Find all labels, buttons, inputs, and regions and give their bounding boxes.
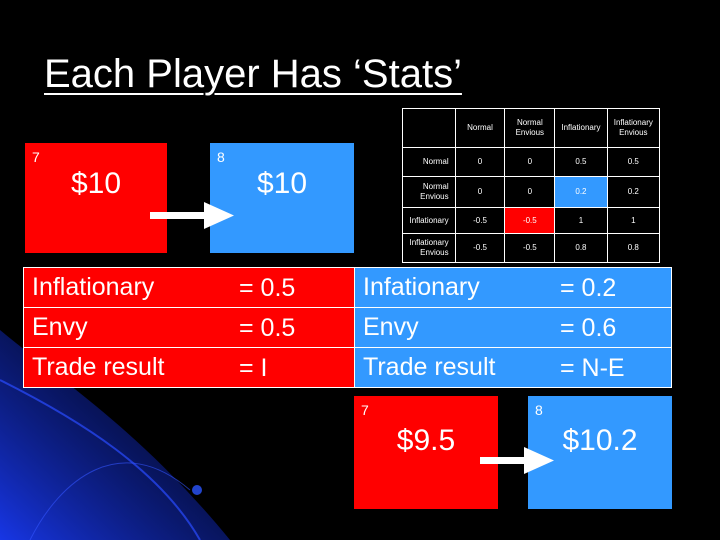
row-header: Inflationary Envious — [402, 233, 456, 263]
stats-row: Infationary = 0.2 — [354, 267, 672, 308]
row-header: Normal Envious — [402, 176, 456, 208]
player-amount: $10 — [70, 167, 122, 200]
stat-value: = N-E — [560, 354, 625, 382]
player-number: 8 — [217, 149, 225, 165]
player-7-box-before: 7 $10 — [25, 143, 167, 253]
table-header-cell — [402, 108, 456, 148]
table-header-row: Normal Normal Envious Inflationary Infla… — [402, 108, 661, 148]
table-cell-highlight-blue: 0.2 — [554, 176, 608, 208]
table-cell: -0.5 — [504, 233, 556, 263]
slide-title: Each Player Has ‘Stats’ — [44, 52, 462, 96]
table-row: Inflationary Envious -0.5 -0.5 0.8 0.8 — [402, 233, 661, 263]
player-number: 7 — [361, 402, 369, 418]
table-row: Inflationary -0.5 -0.5 1 1 — [402, 207, 661, 234]
stat-label: Envy — [363, 313, 419, 341]
stat-value: = 0.5 — [239, 314, 296, 342]
stat-label: Trade result — [32, 353, 165, 381]
stats-row: Trade result = I — [23, 347, 355, 388]
stat-label: Inflationary — [32, 273, 155, 301]
table-cell: 0.5 — [554, 147, 608, 177]
table-cell: 0.5 — [606, 147, 661, 177]
table-cell: -0.5 — [454, 233, 506, 263]
table-cell: 0 — [454, 147, 506, 177]
player-7-box-after: 7 $9.5 — [354, 396, 498, 509]
decorative-dot — [192, 485, 202, 495]
table-cell: 1 — [606, 207, 661, 234]
stat-value: = 0.5 — [239, 274, 296, 302]
player-number: 8 — [535, 402, 543, 418]
table-cell: 1 — [554, 207, 608, 234]
stat-label: Infationary — [363, 273, 480, 301]
stats-row: Inflationary = 0.5 — [23, 267, 355, 308]
stat-label: Trade result — [363, 353, 496, 381]
table-row: Normal Envious 0 0 0.2 0.2 — [402, 176, 661, 208]
table-cell: 0 — [504, 176, 556, 208]
trade-arrow-icon — [480, 447, 554, 474]
table-header-cell: Inflationary — [554, 108, 608, 148]
table-header-cell: Normal Envious — [504, 108, 556, 148]
stats-row: Envy = 0.5 — [23, 307, 355, 348]
player-8-box-before: 8 $10 — [210, 143, 354, 253]
player-amount: $9.5 — [396, 424, 456, 457]
player-number: 7 — [32, 149, 40, 165]
table-cell: 0.8 — [606, 233, 661, 263]
table-cell-highlight-red: -0.5 — [504, 207, 556, 234]
row-header: Normal — [402, 147, 456, 177]
table-header-cell: Normal — [454, 108, 506, 148]
table-cell: 0.2 — [606, 176, 661, 208]
table-header-cell: Inflationary Envious — [606, 108, 661, 148]
payoff-matrix: Normal Normal Envious Inflationary Infla… — [402, 108, 661, 263]
table-row: Normal 0 0 0.5 0.5 — [402, 147, 661, 177]
player-7-stats-table: Inflationary = 0.5 Envy = 0.5 Trade resu… — [23, 267, 355, 388]
row-header: Inflationary — [402, 207, 456, 234]
player-8-box-after: 8 $10.2 — [528, 396, 672, 509]
stats-row: Envy = 0.6 — [354, 307, 672, 348]
table-cell: 0 — [454, 176, 506, 208]
trade-arrow-icon — [150, 202, 234, 229]
table-cell: 0 — [504, 147, 556, 177]
table-cell: 0.8 — [554, 233, 608, 263]
player-amount: $10 — [256, 167, 308, 200]
player-8-stats-table: Infationary = 0.2 Envy = 0.6 Trade resul… — [354, 267, 672, 388]
stat-value: = I — [239, 354, 268, 382]
stat-value: = 0.6 — [560, 314, 617, 342]
stat-value: = 0.2 — [560, 274, 617, 302]
stat-label: Envy — [32, 313, 88, 341]
stats-row: Trade result = N-E — [354, 347, 672, 388]
player-amount: $10.2 — [562, 424, 638, 457]
table-cell: -0.5 — [454, 207, 506, 234]
